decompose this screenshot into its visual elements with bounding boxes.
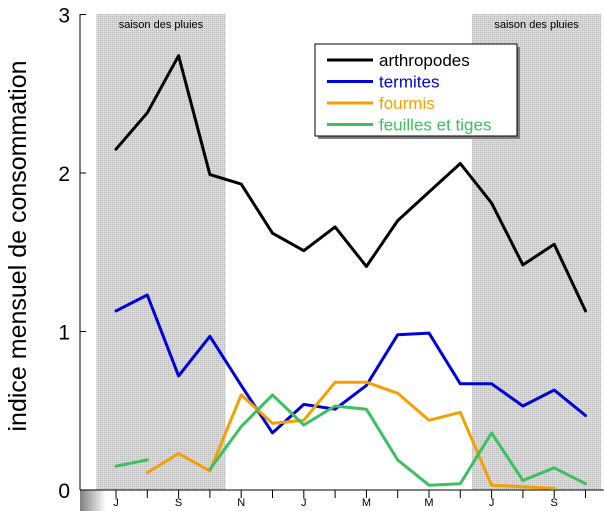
y-tick-label-3: 3 bbox=[58, 5, 70, 28]
legend-label-1: arthropodes bbox=[379, 51, 470, 70]
legend-label-4: feuilles et tiges bbox=[379, 116, 491, 135]
axis-corner-shade bbox=[80, 490, 106, 511]
series-line-4 bbox=[114, 393, 587, 487]
series-line-3 bbox=[145, 380, 556, 490]
rainy-season-label-2: saison des pluies bbox=[494, 19, 579, 31]
x-tick-label-12: J bbox=[489, 497, 495, 509]
series-line-2 bbox=[114, 293, 587, 435]
legend: arthropodes termites fourmis feuilles et ti… bbox=[314, 43, 520, 139]
rainy-season-shading: saison des pluies saison des pluies bbox=[96, 14, 602, 490]
axes: 0 1 2 3 J S N J M M J S bbox=[58, 5, 604, 509]
x-tick-label-4: N bbox=[237, 497, 245, 509]
x-tick-label-14: S bbox=[551, 497, 558, 509]
y-tick-label-1: 1 bbox=[58, 322, 70, 345]
rainy-season-band-1 bbox=[96, 14, 226, 490]
y-tick-label-2: 2 bbox=[58, 163, 70, 186]
y-tick-label-0: 0 bbox=[58, 480, 70, 503]
x-tick-label-6: J bbox=[301, 497, 307, 509]
legend-label-2: termites bbox=[379, 73, 439, 92]
y-axis-label: indice mensuel de consommation bbox=[4, 60, 32, 431]
rainy-season-label-1: saison des pluies bbox=[119, 19, 204, 31]
x-tick-label-0: J bbox=[113, 497, 119, 509]
x-tick-label-8: M bbox=[362, 497, 371, 509]
x-tick-label-2: S bbox=[175, 497, 182, 509]
series-line-1 bbox=[114, 54, 587, 313]
series-lines bbox=[114, 54, 587, 490]
legend-label-3: fourmis bbox=[379, 94, 435, 113]
x-tick-label-10: M bbox=[424, 497, 433, 509]
